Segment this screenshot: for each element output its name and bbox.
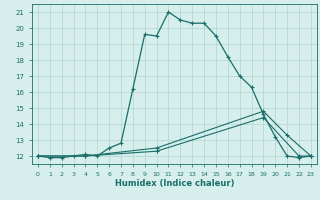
X-axis label: Humidex (Indice chaleur): Humidex (Indice chaleur) [115,179,234,188]
